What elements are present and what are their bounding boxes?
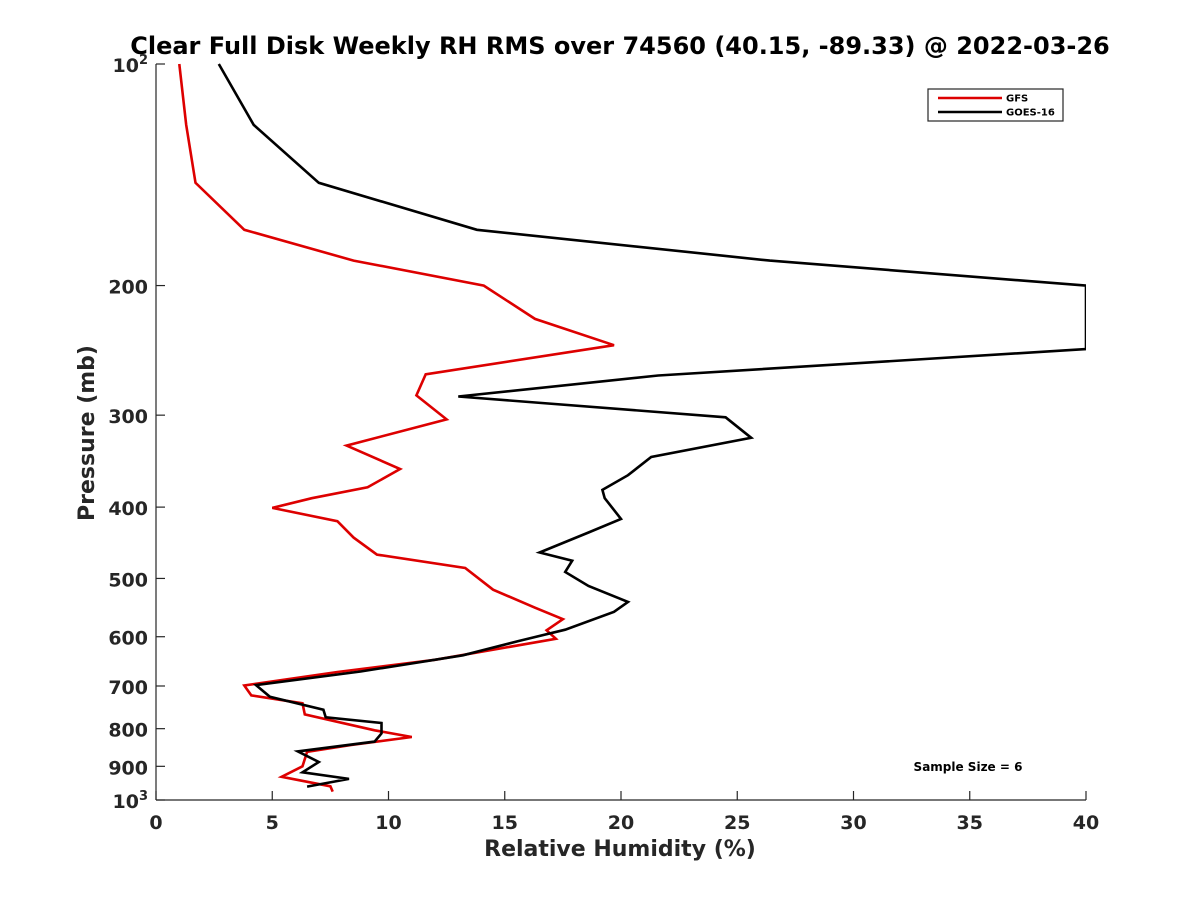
x-tick-label: 0 <box>149 812 162 834</box>
y-tick-label: 400 <box>108 498 148 520</box>
x-tick-label: 40 <box>1073 812 1099 834</box>
y-tick-label: 300 <box>108 406 148 428</box>
y-tick-label: 200 <box>108 277 148 299</box>
y-tick-label: 800 <box>108 720 148 742</box>
x-tick-label: 25 <box>724 812 750 834</box>
sample-size-annotation: Sample Size = 6 <box>914 760 1023 774</box>
legend: GFS GOES-16 <box>927 88 1064 122</box>
x-tick-label: 30 <box>840 812 866 834</box>
legend-label: GOES-16 <box>1006 108 1055 119</box>
x-axis-ticks: 0 5 10 15 20 25 30 35 40 <box>149 791 1099 834</box>
plot-area <box>155 63 1086 801</box>
y-tick-label: 500 <box>108 569 148 591</box>
y-tick-label: 103 <box>113 789 149 813</box>
legend-box <box>927 88 1064 122</box>
x-tick-label: 10 <box>375 812 401 834</box>
chart-title: Clear Full Disk Weekly RH RMS over 74560… <box>130 32 1110 60</box>
y-tick-label: 900 <box>108 757 148 779</box>
series-layer <box>178 63 1086 793</box>
legend-label: GFS <box>1006 94 1028 105</box>
x-tick-label: 15 <box>492 812 518 834</box>
x-tick-label: 35 <box>957 812 983 834</box>
y-tick-label: 102 <box>113 53 149 77</box>
y-axis-ticks: 102 200 300 400 500 600 700 800 900 103 <box>108 53 165 813</box>
x-tick-label: 5 <box>266 812 279 834</box>
y-tick-label: 600 <box>108 628 148 650</box>
series-line-goes-16 <box>217 63 1086 788</box>
y-tick-label: 700 <box>108 677 148 699</box>
x-tick-label: 20 <box>608 812 634 834</box>
x-axis-label: Relative Humidity (%) <box>484 837 756 862</box>
plot-background <box>156 64 1086 800</box>
y-axis-label: Pressure (mb) <box>75 345 100 521</box>
series-line-gfs <box>178 63 615 793</box>
